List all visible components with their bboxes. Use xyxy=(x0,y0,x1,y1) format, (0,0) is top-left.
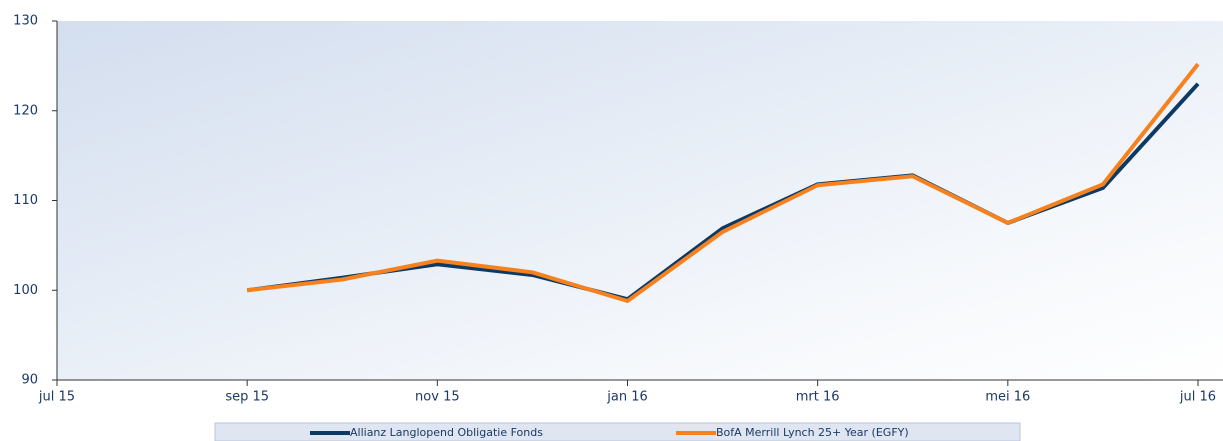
legend xyxy=(214,422,1021,441)
x-tick-label: jan 16 xyxy=(606,390,648,405)
y-tick-label: 100 xyxy=(13,283,38,298)
legend-label: BofA Merrill Lynch 25+ Year (EGFY) xyxy=(716,426,909,439)
y-tick-label: 130 xyxy=(13,14,38,29)
x-tick-label: nov 15 xyxy=(415,390,460,405)
y-tick-label: 120 xyxy=(13,103,38,118)
legend-label: Allianz Langlopend Obligatie Fonds xyxy=(350,426,543,439)
x-tick-label: jul 15 xyxy=(38,390,75,405)
y-tick-label: 90 xyxy=(21,373,38,388)
series-line xyxy=(246,62,1200,304)
y-tick-label: 110 xyxy=(13,193,38,208)
x-tick-label: mei 16 xyxy=(985,390,1030,405)
x-tick-label: mrt 16 xyxy=(796,390,840,405)
plot-area xyxy=(57,21,1223,380)
x-tick-label: sep 15 xyxy=(225,390,269,405)
x-tick-label: jul 16 xyxy=(1179,390,1216,405)
